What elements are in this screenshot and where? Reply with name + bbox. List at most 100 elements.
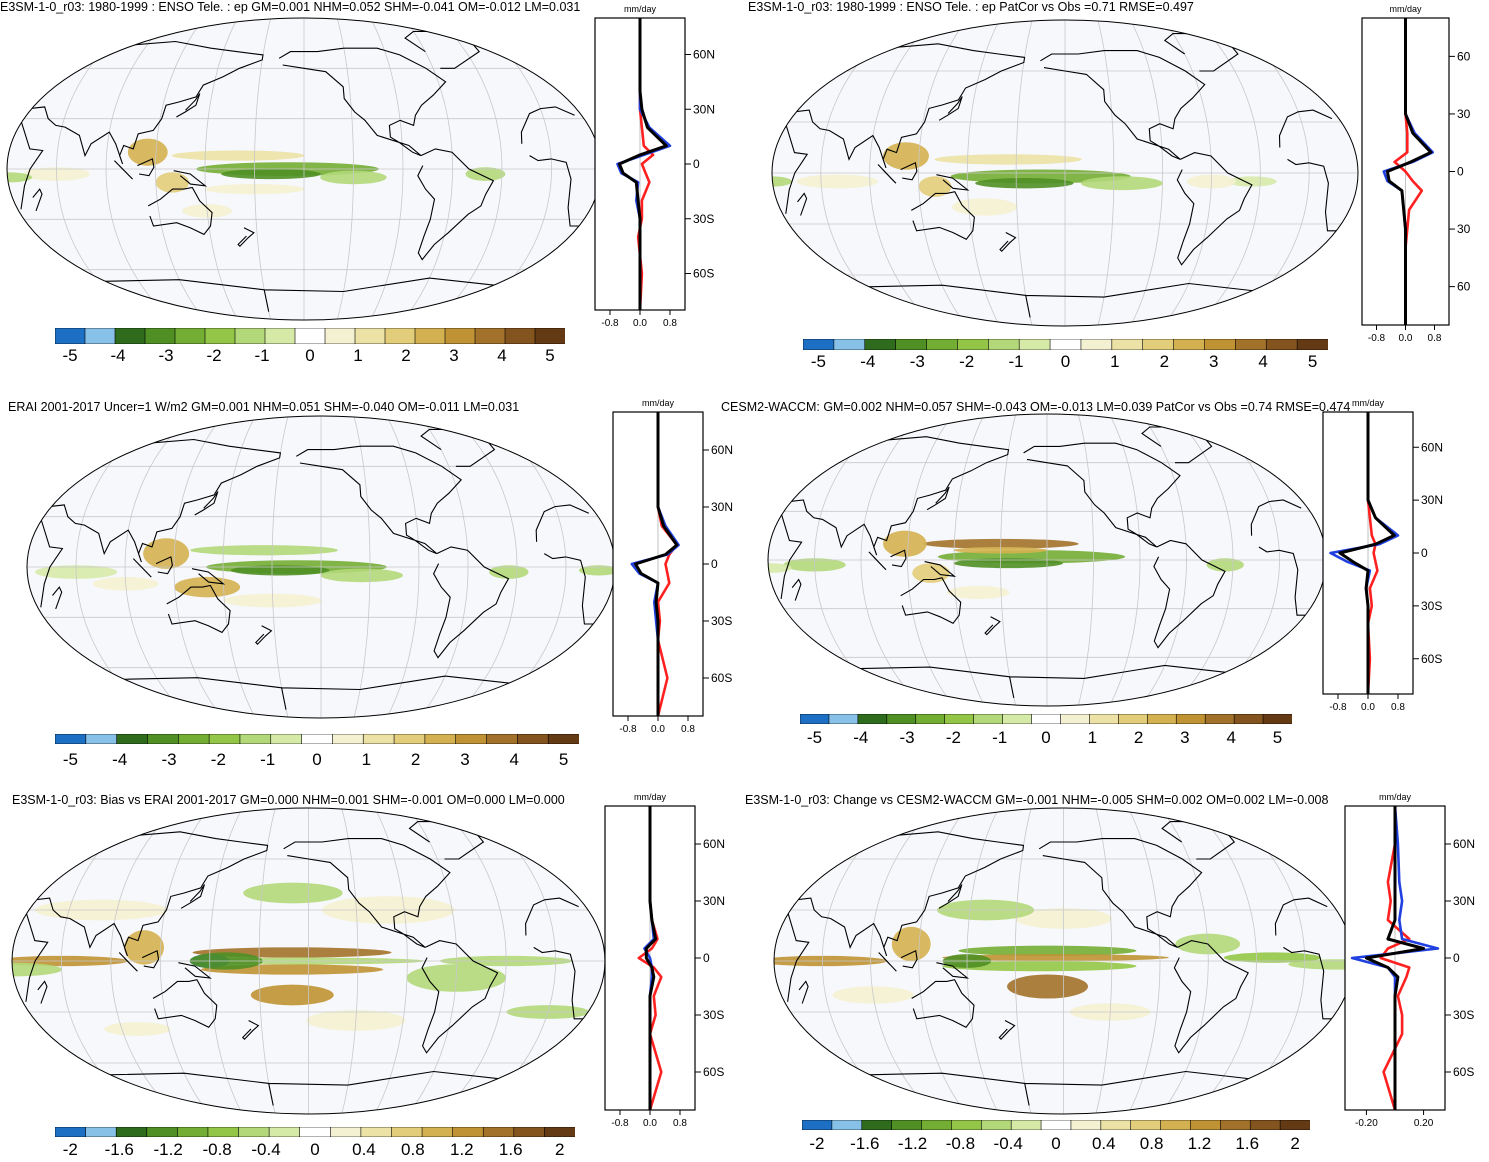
lat-tick-label: 30 — [1457, 222, 1471, 236]
panel-title: E3SM-1-0_r03: Bias vs ERAI 2001-2017 GM=… — [12, 793, 565, 807]
colorbar-swatch — [973, 714, 1004, 724]
colorbar-labels: -5 -4 -3 -2 -1 0 1 2 3 4 5 — [803, 352, 1328, 374]
colorbar-tick-label: 0.8 — [1139, 1134, 1164, 1153]
colorbar-tick-label: 5 — [558, 750, 569, 769]
coastline — [900, 577, 962, 624]
colorbar-swatch — [391, 1127, 423, 1137]
anomaly-region — [942, 960, 1137, 972]
colorbar-tick-label: 1.2 — [1187, 1134, 1212, 1153]
anomaly-region — [578, 565, 615, 576]
zonal-mean-plot: mm/day 60N 30N 0 30S 60S -0.8 0.0 0.8 — [612, 398, 733, 735]
lat-tick-label: 60N — [1421, 440, 1443, 454]
colorbar-tick-label: -3 — [158, 346, 174, 365]
colorbar-swatch — [270, 734, 303, 744]
colorbar-labels: -2 -1.6 -1.2 -0.8 -0.4 0 0.4 0.8 1.2 1.6 2 — [802, 1134, 1310, 1156]
lat-tick-label: 0 — [1421, 546, 1428, 560]
lat-tick-label: 30 — [1457, 107, 1471, 121]
coastline — [900, 162, 918, 181]
colorbar-swatch — [886, 714, 917, 724]
colorbar-swatch — [1142, 339, 1175, 350]
coastline — [296, 445, 463, 555]
colorbar-tick-label: 4 — [509, 750, 519, 769]
lat-tick-label: 0 — [711, 557, 718, 571]
colorbar-swatch — [116, 734, 149, 744]
x-tick-label: 0.8 — [1391, 702, 1405, 713]
colorbar-swatch — [1173, 339, 1206, 350]
lat-tick-label: 0 — [703, 951, 710, 965]
coastline — [37, 980, 48, 1004]
colorbar-labels: -5 -4 -3 -2 -1 0 1 2 3 4 5 — [55, 750, 579, 772]
colorbar-tick-label: 2 — [401, 346, 411, 365]
colorbar-swatch — [234, 328, 266, 344]
colorbar-swatch — [1233, 714, 1264, 724]
colorbar-tick-label: 3 — [1180, 728, 1190, 747]
world-map — [6, 17, 602, 321]
colorbar-swatch — [55, 1127, 87, 1137]
colorbar-swatch — [414, 328, 446, 344]
lat-tick-label: 60 — [1457, 49, 1471, 63]
colorbar — [802, 1120, 1310, 1130]
coastline — [166, 584, 231, 634]
colorbar-tick-label: -4 — [112, 750, 128, 769]
colorbar-tick-label: -1.2 — [897, 1134, 928, 1153]
x-tick-label: -0.8 — [611, 1118, 629, 1129]
colorbar-swatch — [1160, 1120, 1192, 1130]
colorbar-tick-label: 0 — [312, 750, 322, 769]
x-tick-label: 0.20 — [1414, 1118, 1434, 1129]
colorbar-swatch — [421, 1127, 454, 1137]
anomaly-region — [918, 176, 952, 197]
lat-tick-label: 60N — [711, 443, 733, 457]
coastline — [878, 952, 897, 972]
colorbar-swatch — [831, 1120, 863, 1130]
x-tick-label: 0.0 — [643, 1118, 657, 1129]
coastline — [191, 568, 226, 585]
coastline — [152, 979, 218, 1028]
colorbar-tick-label: -2 — [206, 346, 222, 365]
colorbar-swatch — [144, 328, 176, 344]
colorbar-tick-label: 1.6 — [1235, 1134, 1260, 1153]
zonal-mean-plot: mm/day 60 30 0 30 60 -0.8 0.0 0.8 — [1361, 4, 1471, 344]
colorbar-tick-label: -5 — [62, 346, 78, 365]
x-tick-label: -0.20 — [1355, 1118, 1378, 1129]
x-tick-label: 0.0 — [651, 724, 665, 735]
zonal-unit-label: mm/day — [624, 4, 657, 14]
lat-tick-label: 60N — [693, 48, 715, 62]
colorbar-tick-label: 0 — [1041, 728, 1051, 747]
colorbar-swatch — [85, 734, 118, 744]
colorbar-swatch — [803, 339, 835, 350]
colorbar-swatch — [895, 339, 928, 350]
colorbar-tick-label: -3 — [899, 728, 915, 747]
zonal-series-black — [1385, 18, 1433, 325]
coastline — [23, 40, 264, 165]
anomaly-region — [171, 150, 305, 161]
lat-tick-label: 30N — [1453, 894, 1475, 908]
colorbar-tick-label: 2 — [1159, 352, 1170, 371]
panel-title: E3SM-1-0_r03: 1980-1999 : ENSO Tele. : e… — [0, 0, 581, 14]
colorbar-swatch — [1175, 714, 1206, 724]
coastline — [861, 282, 1265, 318]
world-map — [771, 19, 1359, 327]
colorbar-swatch — [1118, 714, 1149, 724]
colorbar-swatch — [264, 328, 296, 344]
anomaly-region — [243, 882, 343, 904]
colorbar-swatch — [393, 734, 426, 744]
colorbar-swatch — [55, 734, 87, 744]
coastline — [787, 43, 1026, 169]
colorbar-tick-label: -1 — [254, 346, 270, 365]
zonal-unit-label: mm/day — [1352, 398, 1385, 408]
colorbar-swatch — [482, 1127, 515, 1137]
colorbar-tick-label: -0.8 — [202, 1140, 232, 1159]
zonal-series-black — [644, 806, 658, 1110]
colorbar-swatch — [802, 1120, 833, 1130]
coastline — [52, 586, 63, 610]
x-tick-label: 0.8 — [681, 724, 695, 735]
colorbar-tick-label: 1 — [361, 750, 372, 769]
zonal-series-black — [617, 18, 668, 310]
colorbar-tick-label: -1 — [992, 728, 1008, 747]
coastline — [147, 186, 213, 236]
colorbar-tick-label: -0.4 — [251, 1140, 281, 1159]
colorbar-swatch — [1049, 339, 1082, 350]
colorbar-tick-label: 1 — [1087, 728, 1098, 747]
colorbar-tick-label: 1 — [1110, 352, 1120, 371]
colorbar-swatch — [360, 1127, 393, 1137]
